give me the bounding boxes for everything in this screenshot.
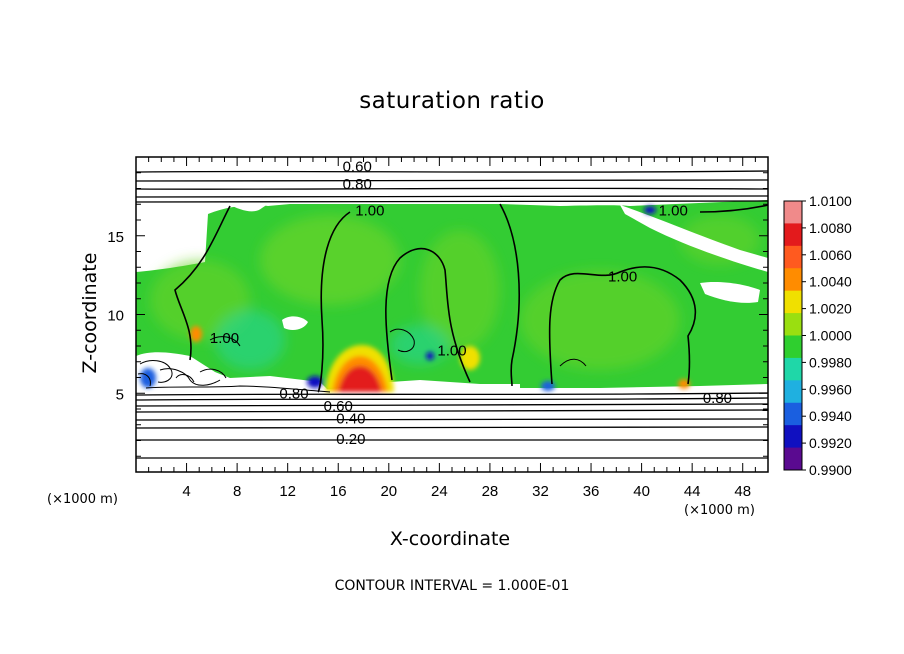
cool-spot: [307, 376, 323, 388]
colorbar-tick-label: 1.0000: [809, 328, 852, 344]
contour-label: 0.60: [343, 158, 372, 175]
warm-plume: [338, 366, 382, 392]
x-tick-label: 24: [431, 483, 448, 500]
colorbar-swatch: [784, 380, 802, 404]
contour-label: 0.80: [343, 176, 372, 193]
x-tick-label: 36: [583, 483, 600, 500]
contour-interval-note: CONTOUR INTERVAL = 1.000E-01: [334, 578, 570, 594]
x-unit-label-left: (×1000 m): [47, 492, 118, 507]
contour-label: 0.20: [336, 431, 365, 448]
chart-title: saturation ratio: [359, 88, 545, 114]
contour-tangle: [137, 328, 587, 393]
warm-spot: [460, 346, 480, 370]
dry-gap: [360, 380, 520, 392]
field-patch: [390, 325, 450, 365]
x-axis: 4 8 12 16 20 24 28 32 36 40 44 48: [148, 157, 756, 500]
contour-label: 1.00: [210, 330, 239, 347]
colorbar-swatch: [784, 201, 802, 224]
colorbar-swatch: [784, 290, 802, 314]
contour-label: 1.00: [437, 343, 466, 360]
colorbar-swatch: [784, 313, 802, 336]
colorbar-tick-label: 0.9960: [809, 381, 852, 397]
colorbar-tick-label: 0.9920: [809, 435, 852, 451]
y-axis: 5 10 15: [107, 172, 768, 457]
y-tick-label: 10: [107, 308, 124, 325]
contour-lines-upper: [136, 170, 768, 203]
x-tick-label: 28: [482, 483, 499, 500]
x-tick-label: 4: [182, 483, 190, 500]
x-tick-label: 12: [279, 483, 296, 500]
x-tick-label: 48: [734, 483, 751, 500]
dry-gap: [282, 316, 308, 330]
contour-label: 1.00: [608, 269, 637, 286]
contour-label: 1.00: [355, 203, 384, 220]
colorbar: 1.0100 1.0080 1.0060 1.0040 1.0020 1.0000 0.99…: [783, 193, 852, 478]
contour-lines-saturation: [174, 203, 768, 393]
colorbar-swatch: [784, 245, 802, 269]
x-tick-label: 44: [684, 483, 701, 500]
colorbar-swatch: [784, 335, 802, 359]
y-tick-label: 15: [107, 229, 124, 246]
contour-lines-lower: [136, 392, 768, 459]
colorbar-swatch: [784, 357, 802, 381]
cool-spot: [426, 352, 434, 360]
y-tick-label: 5: [116, 386, 124, 403]
colorbar-swatch: [784, 402, 802, 426]
field-patch: [260, 215, 400, 305]
dry-gap: [228, 204, 268, 212]
colorbar-tick-label: 1.0080: [809, 220, 852, 236]
contour-label: 1.00: [659, 203, 688, 220]
colorbar-swatch: [784, 425, 802, 449]
dry-gap: [620, 205, 768, 272]
cool-spot: [541, 381, 555, 391]
x-tick-label: 40: [633, 483, 650, 500]
colorbar-tick-label: 0.9940: [809, 408, 852, 424]
contour-label: 0.40: [336, 410, 365, 427]
colorbar-swatch: [784, 268, 802, 292]
colorbar-tick-label: 1.0060: [809, 247, 852, 263]
x-tick-label: 16: [330, 483, 347, 500]
field-patch: [215, 310, 285, 370]
x-tick-label: 8: [233, 483, 241, 500]
colorbar-tick-label: 0.9900: [809, 462, 852, 478]
cool-spot: [644, 206, 656, 214]
colorbar-tick-label: 1.0020: [809, 301, 852, 317]
contour-label: 0.60: [324, 398, 353, 415]
x-tick-label: 20: [380, 483, 397, 500]
colorbar-swatch: [784, 447, 802, 471]
x-axis-label: X-coordinate: [389, 528, 511, 550]
dry-gap: [136, 352, 330, 394]
colorbar-tick-label: 0.9980: [809, 354, 852, 370]
colorbar-tick-label: 1.0040: [809, 274, 852, 290]
x-unit-label-right: (×1000 m): [684, 503, 755, 518]
contour-label: 0.80: [703, 390, 732, 407]
warm-spot: [678, 379, 690, 389]
dry-gap: [700, 281, 760, 303]
field-patch: [520, 270, 680, 370]
cool-spot: [140, 368, 156, 388]
contour-label: 0.80: [279, 385, 308, 402]
y-axis-label: Z-coordinate: [79, 252, 101, 374]
warm-spot: [190, 326, 202, 342]
colorbar-swatch: [784, 223, 802, 247]
colorbar-tick-label: 1.0100: [809, 193, 852, 209]
x-tick-label: 32: [532, 483, 549, 500]
